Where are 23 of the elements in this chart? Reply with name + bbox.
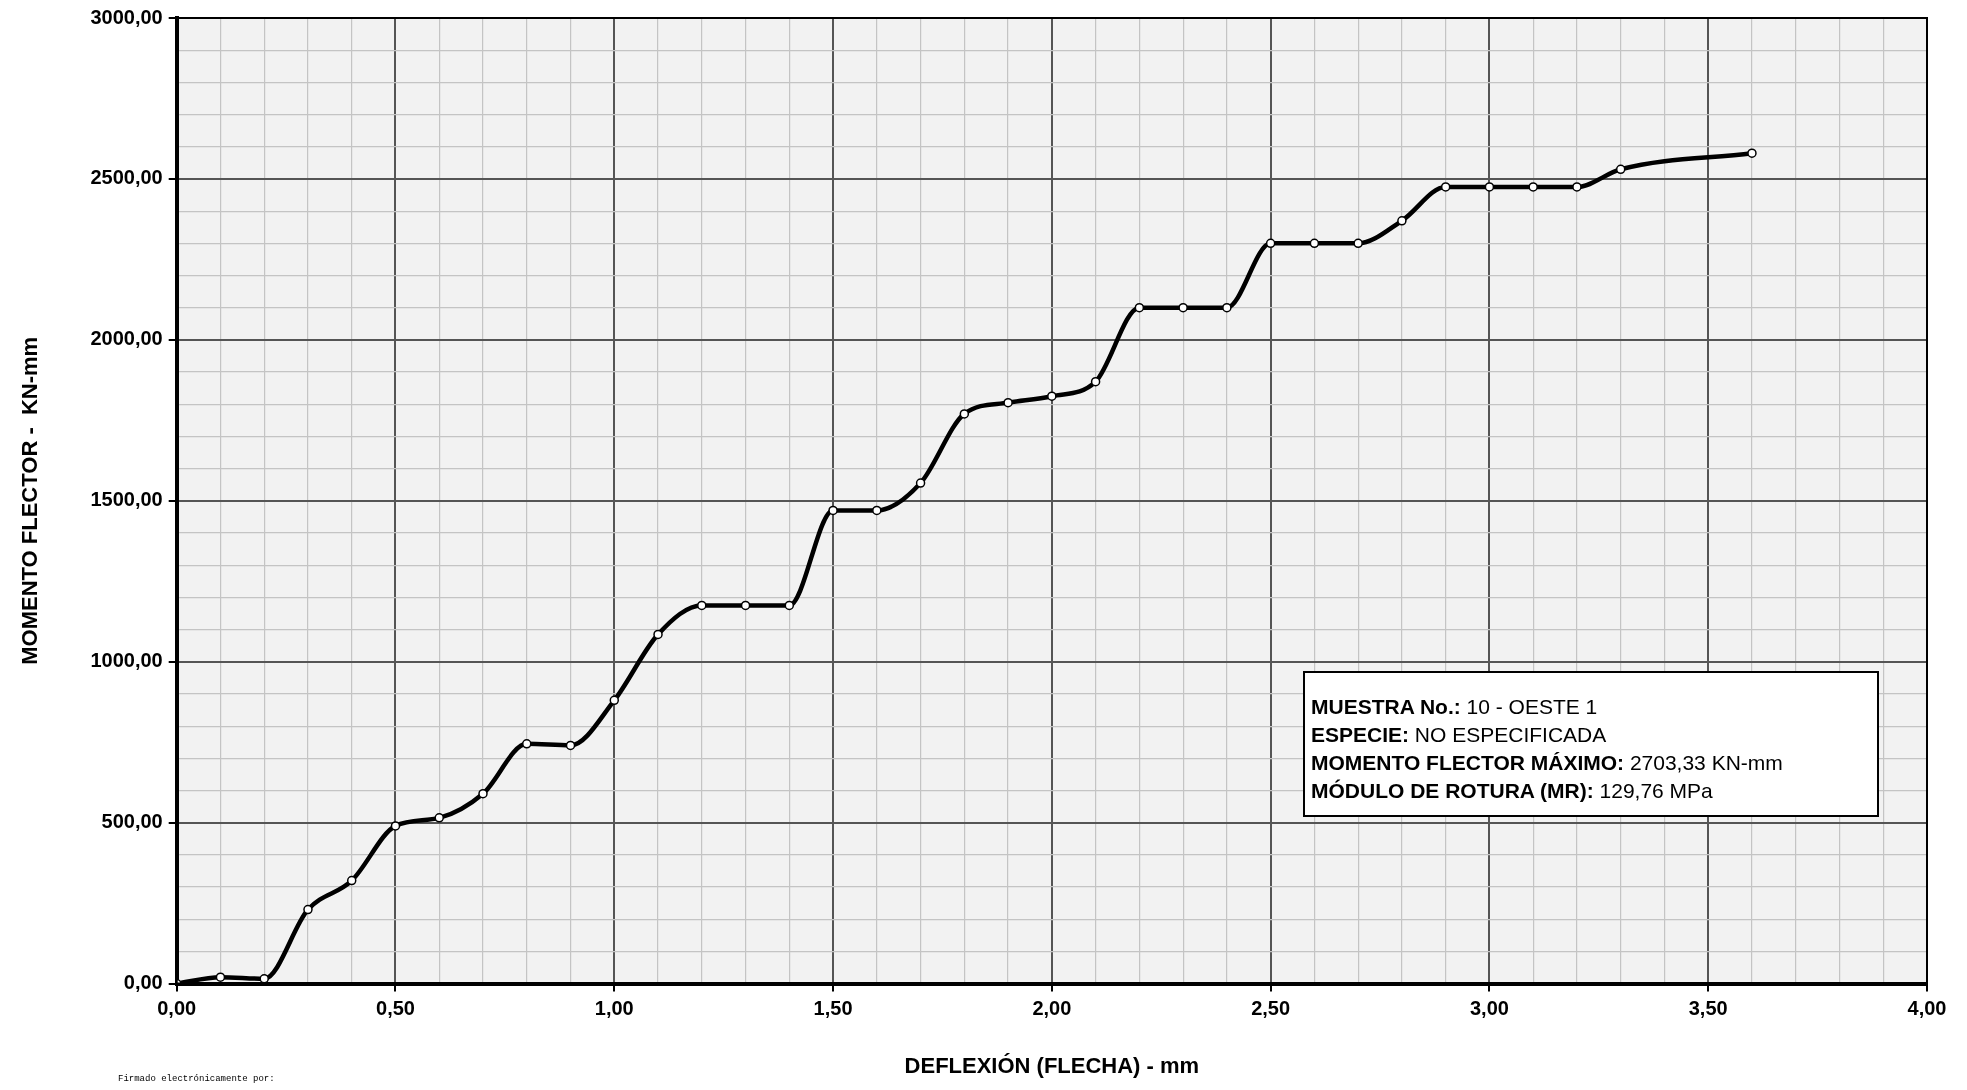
y-axis-title: MOMENTO FLECTOR - KN-mm (17, 336, 43, 665)
annotation: MOMENTO FLECTOR MÁXIMO: 2703,33 KN-mm (1311, 751, 1783, 774)
x-tick-label: 2,50 (1251, 997, 1291, 1020)
x-tick-label: 0,50 (376, 997, 415, 1020)
x-tick-label: 1,50 (813, 997, 853, 1020)
annotation: MUESTRA No.: 10 - OESTE 1 (1311, 695, 1598, 718)
y-tick-label: 1000,00 (90, 649, 163, 672)
x-tick-label: 4,00 (1907, 997, 1947, 1020)
y-tick-label: 0,00 (123, 971, 163, 994)
y-tick-label: 500,00 (101, 810, 163, 833)
x-tick-label: 0,00 (157, 997, 197, 1020)
x-axis-title: DEFLEXIÓN (FLECHA) - mm (904, 1052, 1200, 1078)
text: Firmado electrónicamente por: (118, 1074, 275, 1084)
y-tick-label: 2000,00 (90, 327, 163, 350)
y-tick-label: 1500,00 (90, 488, 163, 511)
x-tick-label: 1,00 (594, 997, 634, 1020)
x-tick-label: 2,00 (1032, 997, 1072, 1020)
annotation: MÓDULO DE ROTURA (MR): 129,76 MPa (1311, 779, 1713, 802)
x-tick-label: 3,00 (1469, 997, 1509, 1020)
y-tick-label: 2500,00 (90, 166, 163, 189)
y-tick-label: 3000,00 (90, 5, 163, 28)
x-tick-label: 3,50 (1688, 997, 1728, 1020)
annotation: ESPECIE: NO ESPECIFICADA (1311, 723, 1607, 746)
